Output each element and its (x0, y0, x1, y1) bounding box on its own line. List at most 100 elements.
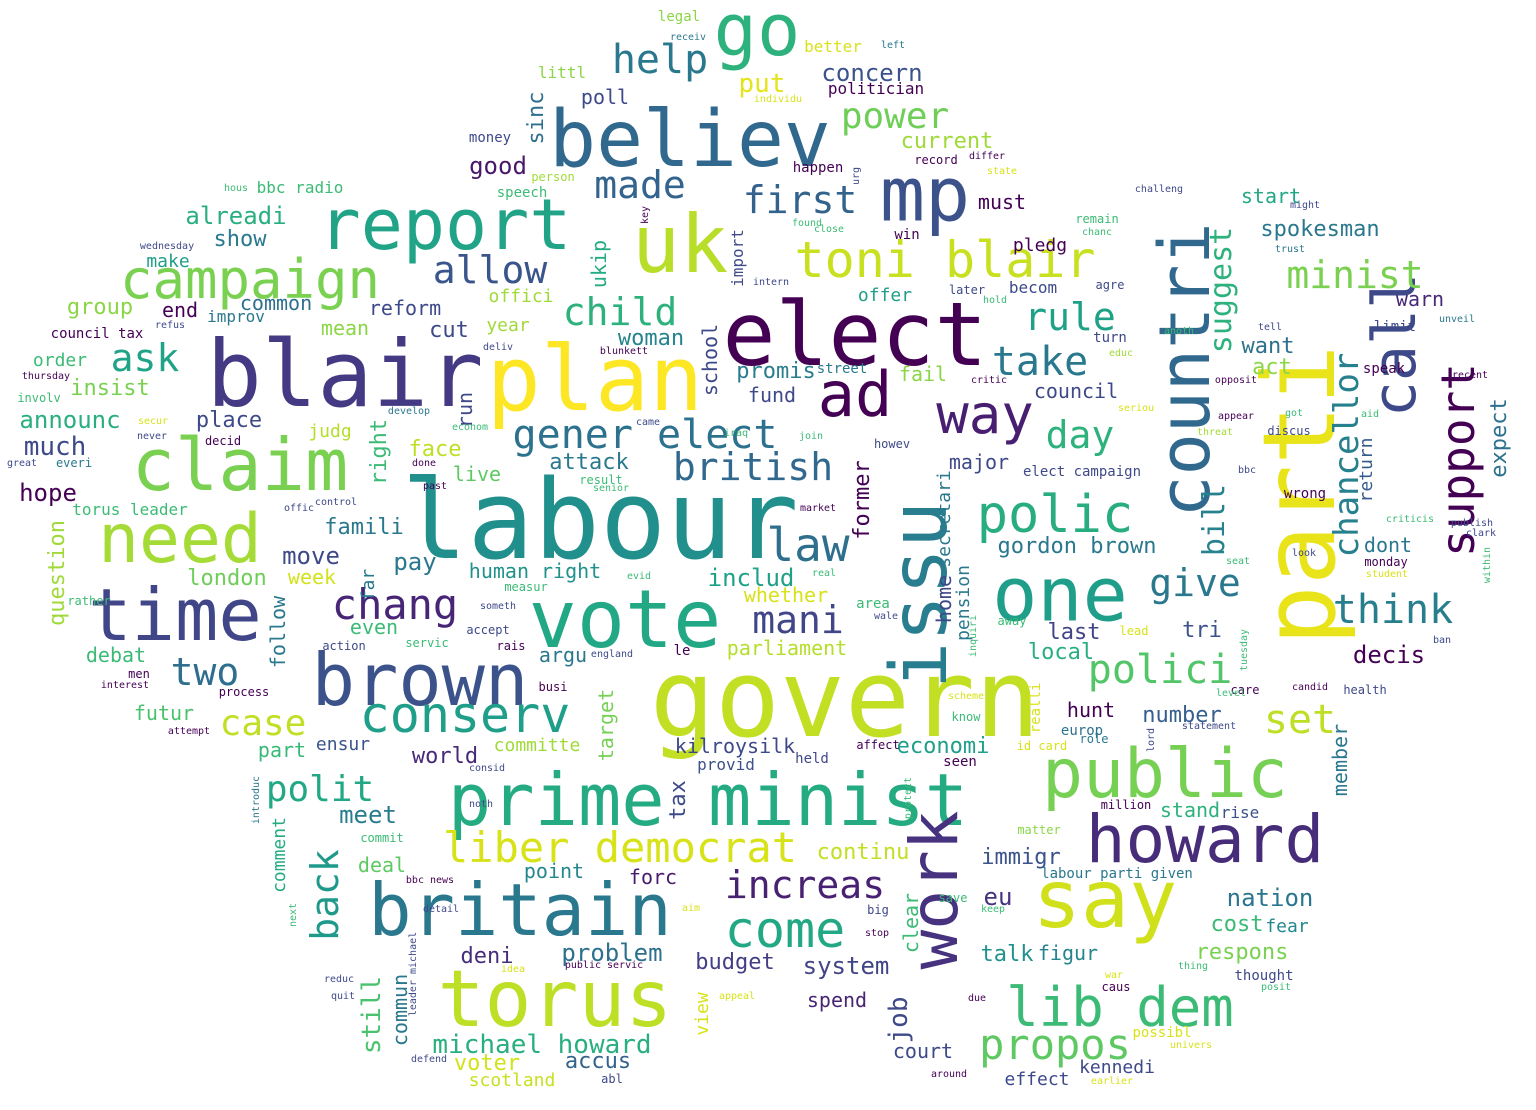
word-around: around (930, 1069, 968, 1080)
word-stop: stop (864, 928, 890, 939)
word-target: target (594, 688, 618, 762)
word-major: major (948, 450, 1010, 474)
word-england: england (590, 649, 634, 660)
word-everi: everi (55, 456, 93, 470)
word-bill: bill (1197, 483, 1232, 557)
word-face: face (408, 437, 462, 462)
word-give: give (1149, 561, 1241, 605)
word-improv: improv (207, 307, 265, 326)
word-seen: seen (943, 754, 977, 770)
word-elect: elect (722, 283, 988, 386)
word-toni-blair: toni blair (794, 231, 1096, 289)
word-due: due (967, 993, 987, 1004)
word-made: made (594, 163, 686, 207)
word-last: last (1047, 620, 1101, 645)
word-left: left (880, 40, 906, 51)
word-rise: rise (1220, 803, 1260, 822)
word-appeal: appeal (718, 991, 756, 1002)
word-monday: monday (1364, 555, 1408, 569)
word-tuesday: tuesday (1239, 628, 1250, 672)
word-world: world (411, 744, 479, 769)
word-committe: committe (493, 735, 581, 756)
word-univers: univers (1169, 1040, 1213, 1051)
word-pledg: pledg (1012, 235, 1068, 256)
word-chanc: chanc (1081, 227, 1113, 238)
word-talk: talk (980, 942, 1034, 967)
word-claim: claim (131, 423, 349, 507)
word-rather: rather (67, 594, 111, 608)
word-back: back (303, 849, 347, 941)
word-british: british (672, 445, 834, 489)
word-take: take (991, 339, 1089, 385)
word-mani: mani (752, 598, 844, 642)
word-place: place (195, 408, 263, 433)
word-control: control (314, 497, 358, 508)
word-posit: posit (1260, 982, 1292, 993)
word-hope: hope (19, 479, 77, 507)
word-ban: ban (1432, 635, 1452, 646)
word-child: child (562, 290, 678, 334)
word-tri: tri (1182, 618, 1222, 643)
word-much: much (23, 432, 87, 462)
word-opposit: opposit (1214, 375, 1258, 386)
word-remain: remain (1075, 212, 1119, 226)
word-held: held (795, 751, 829, 767)
word-help: help (611, 37, 709, 83)
word-woman: woman (617, 326, 685, 351)
word-decid: decid (204, 434, 242, 448)
word-found: found (791, 218, 823, 229)
word-reform: reform (368, 296, 442, 320)
word-urg: urg (851, 166, 862, 186)
word-accus: accus (564, 1049, 632, 1074)
word-allow: allow (432, 248, 548, 292)
word-put: put (738, 69, 786, 99)
word-forc: forc (628, 865, 678, 889)
word-away: away (997, 614, 1027, 628)
word-join: join (798, 431, 824, 442)
word-home: home (932, 574, 956, 624)
word-brown: brown (311, 638, 529, 722)
word-refus: refus (154, 320, 186, 331)
word-europ: europ (1060, 723, 1104, 739)
word-abl: abl (601, 1072, 623, 1086)
word-receiv: receiv (669, 32, 707, 43)
word-act: act (1252, 355, 1292, 380)
word-mean: mean (320, 316, 370, 340)
word-deal: deal (357, 853, 407, 877)
word-area: area (856, 596, 890, 612)
word-year: year (486, 315, 530, 336)
word-effect: effect (1004, 1069, 1070, 1090)
word-meet: meet (339, 801, 397, 829)
word-differ: differ (968, 151, 1006, 162)
word-live: live (452, 462, 502, 486)
word-thought: thought (1234, 968, 1294, 984)
word-time: time (88, 573, 262, 657)
word-come: come (724, 901, 846, 959)
word-import: import (728, 229, 747, 287)
word-fear: fear (1265, 916, 1309, 937)
word-expect: expect (1487, 398, 1512, 478)
word-legal: legal (657, 9, 701, 25)
word-thursday: thursday (21, 371, 71, 382)
word-role: role (1079, 732, 1109, 746)
word-view: view (692, 992, 713, 1036)
word-think: think (1332, 587, 1454, 633)
word-got: got (1284, 408, 1304, 419)
word-power: power (840, 96, 950, 137)
word-concern: concern (821, 59, 923, 87)
word-torus: torus (437, 955, 673, 1045)
word-uk: uk (631, 198, 729, 291)
word-someth: someth (479, 601, 517, 612)
word-past: past (422, 481, 448, 492)
word-develop: develop (387, 406, 431, 417)
word-realli: realli (1028, 682, 1044, 734)
word-caus: caus (1101, 980, 1131, 994)
word-quit: quit (330, 991, 356, 1002)
word-never: never (136, 431, 168, 442)
word-part: part (257, 738, 307, 762)
word-mp: mp (879, 150, 971, 239)
word-group: group (66, 295, 134, 320)
word-recent: recent (1451, 370, 1489, 381)
word-even: even (349, 615, 399, 639)
word-eu: eu (983, 883, 1013, 911)
